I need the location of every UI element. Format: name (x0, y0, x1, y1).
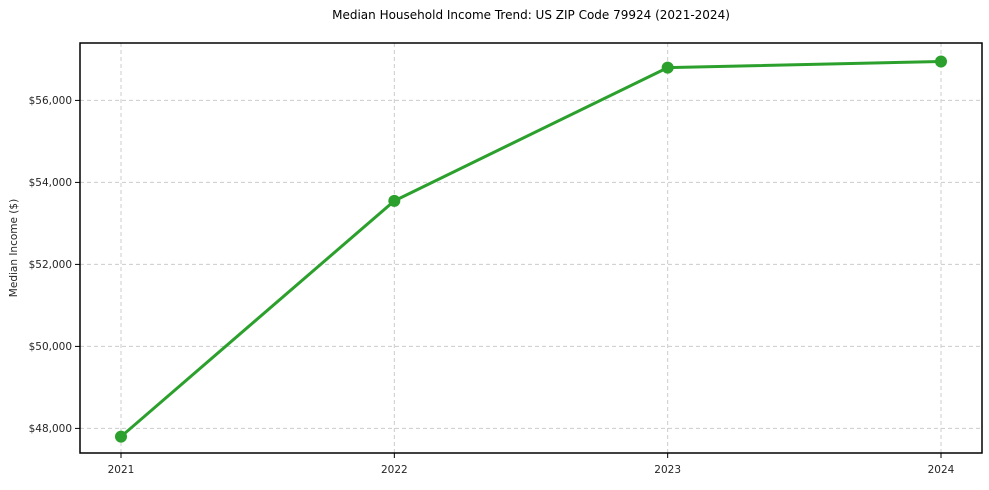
data-point-marker (388, 194, 401, 207)
x-tick-label: 2022 (381, 464, 408, 476)
y-tick-label: $52,000 (29, 259, 72, 271)
y-tick-label: $56,000 (29, 95, 72, 107)
y-tick-label: $54,000 (29, 177, 72, 189)
y-tick-label: $50,000 (29, 341, 72, 353)
plot-border (79, 42, 983, 454)
chart-title: Median Household Income Trend: US ZIP Co… (332, 8, 730, 22)
x-tick-label: 2024 (928, 464, 955, 476)
data-point-marker (661, 61, 674, 74)
y-tick-label: $48,000 (29, 423, 72, 435)
x-tick-label: 2021 (108, 464, 135, 476)
data-point-marker (935, 55, 947, 68)
data-point-marker (115, 430, 127, 443)
trend-line (119, 59, 943, 439)
x-tick-label: 2023 (654, 464, 681, 476)
